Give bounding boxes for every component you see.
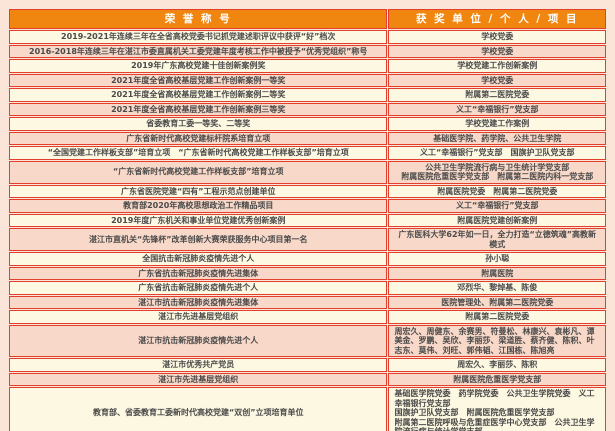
recipient-cell: 附属医院危重医学党支部	[388, 372, 606, 386]
honor-cell: 全国抗击新冠肺炎疫情先进个人	[9, 252, 388, 266]
recipient-cell: 广东医科大学62年如一日，全力打造“立德筑魂”高教新模式	[388, 228, 606, 251]
table-row: 2019年广东高校党建十佳创新案例奖 学校党建工作创新案例	[9, 59, 606, 73]
recipient-cell: 附属第二医院党委	[388, 88, 606, 102]
recipient-cell: 邓烈华、黎焯基、陈俊	[388, 281, 606, 295]
recipient-cell: 基础医学院党委 药学院党委 公共卫生学院党委 义工幸福银行党支部 国旗护卫队党支…	[388, 387, 606, 431]
table-row: “全国党建工作样板支部”培育立项 “广东省新时代高校党建工作样板支部”培育立项 …	[9, 146, 606, 160]
honor-cell: 广东省抗击新冠肺炎疫情先进个人	[9, 281, 388, 295]
honor-cell: 湛江市抗击新冠肺炎疫情先进集体	[9, 295, 388, 309]
honor-cell: 2021年度全省高校基层党建工作创新案例二等奖	[9, 88, 388, 102]
recipient-cell: 周宏久、李丽莎、陈积	[388, 358, 606, 372]
honor-cell: 广东省抗击新冠肺炎疫情先进集体	[9, 266, 388, 280]
honor-cell: 广东省新时代高校党建标杆院系培育立项	[9, 131, 388, 145]
recipient-cell: 学校党委	[388, 73, 606, 87]
honor-cell: 2019-2021年连续三年在全省高校党委书记抓党建述职评议中获评“好”档次	[9, 30, 388, 44]
honor-cell: 湛江市先进基层党组织	[9, 310, 388, 324]
recipient-cell: 医院管理处、附属第二医院党委	[388, 295, 606, 309]
recipient-cell: 附属医院党建创新案例	[388, 213, 606, 227]
honor-cell: 湛江市先进基层党组织	[9, 372, 388, 386]
recipient-cell: 义工“幸福银行”党支部 国旗护卫队党支部	[388, 146, 606, 160]
honor-cell: 湛江市直机关“先锋杯”改革创新大赛荣获服务中心项目第一名	[9, 228, 388, 251]
honor-cell: 广东省医院党建“四有”工程示范点创建单位	[9, 184, 388, 198]
table-row: 湛江市抗击新冠肺炎疫情先进集体 医院管理处、附属第二医院党委	[9, 295, 606, 309]
table-row: 湛江市先进基层党组织 附属第二医院党委	[9, 310, 606, 324]
header-row: 荣 誉 称 号 获 奖 单 位 / 个 人 / 项 目	[9, 9, 606, 29]
honor-cell: 教育部2020年高校思想政治工作精品项目	[9, 199, 388, 213]
recipient-cell: 义工“幸福银行”党支部	[388, 199, 606, 213]
table-row: 教育部、省委教育工委新时代高校党建“双创”立项培育单位 基础医学院党委 药学院党…	[9, 387, 606, 431]
awards-table-body: 2019-2021年连续三年在全省高校党委书记抓党建述职评议中获评“好”档次 学…	[9, 30, 606, 431]
honor-cell: 教育部、省委教育工委新时代高校党建“双创”立项培育单位	[9, 387, 388, 431]
honor-cell: “全国党建工作样板支部”培育立项 “广东省新时代高校党建工作样板支部”培育立项	[9, 146, 388, 160]
awards-table: 荣 誉 称 号 获 奖 单 位 / 个 人 / 项 目 2019-2021年连续…	[8, 8, 607, 431]
header-recipient-title: 获 奖 单 位 / 个 人 / 项 目	[388, 9, 606, 29]
honor-cell: 2016-2018年连续三年在湛江市委直属机关工委党建年度考核工作中被授予“优秀…	[9, 44, 388, 58]
honor-cell: 2021年度全省高校基层党建工作创新案例三等奖	[9, 102, 388, 116]
table-row: 湛江市直机关“先锋杯”改革创新大赛荣获服务中心项目第一名 广东医科大学62年如一…	[9, 228, 606, 251]
table-row: 全国抗击新冠肺炎疫情先进个人 孙小聪	[9, 252, 606, 266]
honor-cell: 省委教育工委一等奖、二等奖	[9, 117, 388, 131]
honor-cell: “广东省新时代高校党建工作样板支部”培育立项	[9, 160, 388, 184]
recipient-cell: 学校党建工作案例	[388, 117, 606, 131]
table-row: “广东省新时代高校党建工作样板支部”培育立项 公共卫生学院流行病与卫生统计学党支…	[9, 160, 606, 184]
table-row: 2021年度全省高校基层党建工作创新案例一等奖 学校党委	[9, 73, 606, 87]
table-row: 湛江市先进基层党组织 附属医院危重医学党支部	[9, 372, 606, 386]
recipient-cell: 公共卫生学院流行病与卫生统计学党支部 附属医院危重医学党支部 附属第二医院内科一…	[388, 160, 606, 184]
awards-table-header: 荣 誉 称 号 获 奖 单 位 / 个 人 / 项 目	[9, 9, 606, 29]
recipient-cell: 学校党委	[388, 44, 606, 58]
recipient-cell: 孙小聪	[388, 252, 606, 266]
honor-cell: 湛江市抗击新冠肺炎疫情先进个人	[9, 324, 388, 357]
header-honor-title: 荣 誉 称 号	[9, 9, 388, 29]
recipient-cell: 周宏久、周健东、余赛男、符曼松、林康兴、袁彬凡、谭美金、罗鹏、吴欣、李丽莎、梁道…	[388, 324, 606, 357]
table-row: 2019年度广东机关和事业单位党建优秀创新案例 附属医院党建创新案例	[9, 213, 606, 227]
honor-cell: 湛江市优秀共产党员	[9, 358, 388, 372]
recipient-cell: 学校党建工作创新案例	[388, 59, 606, 73]
table-row: 2019-2021年连续三年在全省高校党委书记抓党建述职评议中获评“好”档次 学…	[9, 30, 606, 44]
table-row: 广东省抗击新冠肺炎疫情先进集体 附属医院	[9, 266, 606, 280]
recipient-cell: 学校党委	[388, 30, 606, 44]
table-row: 2021年度全省高校基层党建工作创新案例三等奖 义工“幸福银行”党支部	[9, 102, 606, 116]
table-row: 广东省新时代高校党建标杆院系培育立项 基础医学院、药学院、公共卫生学院	[9, 131, 606, 145]
table-row: 省委教育工委一等奖、二等奖 学校党建工作案例	[9, 117, 606, 131]
recipient-cell: 义工“幸福银行”党支部	[388, 102, 606, 116]
table-row: 教育部2020年高校思想政治工作精品项目 义工“幸福银行”党支部	[9, 199, 606, 213]
recipient-cell: 附属医院	[388, 266, 606, 280]
recipient-cell: 基础医学院、药学院、公共卫生学院	[388, 131, 606, 145]
table-row: 湛江市优秀共产党员 周宏久、李丽莎、陈积	[9, 358, 606, 372]
honor-cell: 2019年广东高校党建十佳创新案例奖	[9, 59, 388, 73]
table-row: 2021年度全省高校基层党建工作创新案例二等奖 附属第二医院党委	[9, 88, 606, 102]
table-row: 湛江市抗击新冠肺炎疫情先进个人 周宏久、周健东、余赛男、符曼松、林康兴、袁彬凡、…	[9, 324, 606, 357]
honor-cell: 2019年度广东机关和事业单位党建优秀创新案例	[9, 213, 388, 227]
table-row: 2016-2018年连续三年在湛江市委直属机关工委党建年度考核工作中被授予“优秀…	[9, 44, 606, 58]
table-row: 广东省抗击新冠肺炎疫情先进个人 邓烈华、黎焯基、陈俊	[9, 281, 606, 295]
recipient-cell: 附属第二医院党委	[388, 310, 606, 324]
honor-cell: 2021年度全省高校基层党建工作创新案例一等奖	[9, 73, 388, 87]
table-row: 广东省医院党建“四有”工程示范点创建单位 附属医院党委 附属第二医院党委	[9, 184, 606, 198]
recipient-cell: 附属医院党委 附属第二医院党委	[388, 184, 606, 198]
